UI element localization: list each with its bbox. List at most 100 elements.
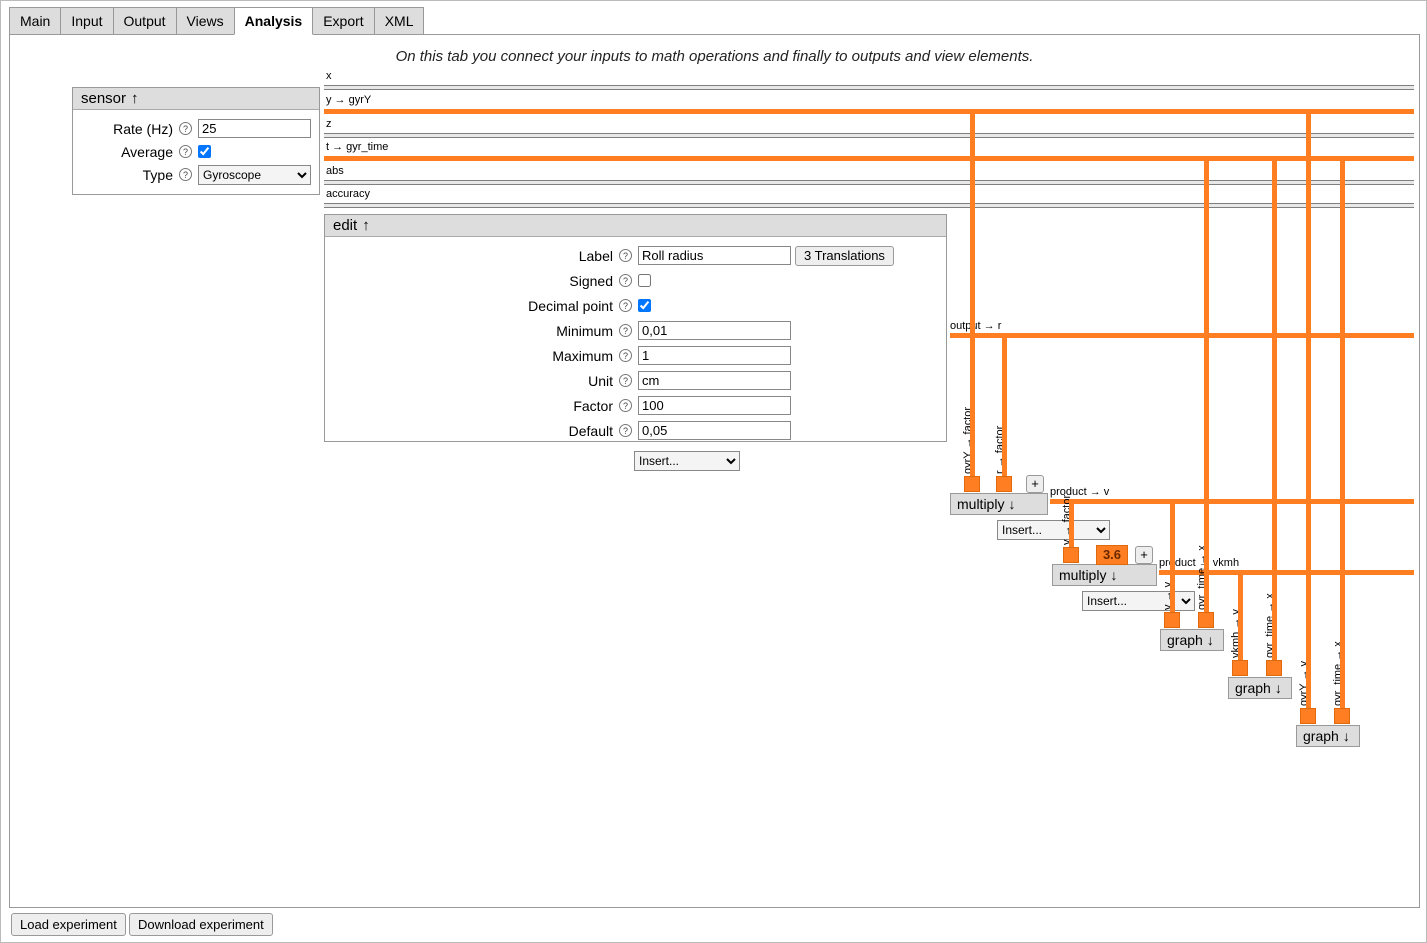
- bus-label-t-gyr-time: t → gyr_time: [326, 141, 389, 153]
- unit-label: Unit: [588, 372, 613, 389]
- module-title-bar[interactable]: multiply ↓: [1052, 564, 1157, 586]
- edit-module: edit ↑ Label ? 3 Translations Signed ?: [324, 214, 947, 442]
- insert-module-select-3[interactable]: Insert...: [1082, 591, 1195, 611]
- expand-icon: ↓: [1342, 728, 1350, 744]
- connection-line: [1306, 109, 1311, 708]
- bus-line-t-gyr-time[interactable]: [324, 156, 1414, 161]
- bus-line-z[interactable]: [324, 133, 1414, 138]
- tab-main[interactable]: Main: [9, 7, 62, 35]
- sensor-module-body: Rate (Hz) ? Average ? Type ? Gyroscope: [73, 110, 319, 194]
- unit-input[interactable]: [638, 371, 791, 390]
- factor-label: Factor: [573, 397, 613, 414]
- edit-module-body: Label ? 3 Translations Signed ? Decimal …: [325, 237, 946, 443]
- input-port[interactable]: [1334, 708, 1350, 724]
- tab-export[interactable]: Export: [312, 7, 375, 35]
- label-input[interactable]: [638, 246, 791, 265]
- help-icon[interactable]: ?: [619, 424, 632, 437]
- tab-xml[interactable]: XML: [373, 7, 425, 35]
- help-icon[interactable]: ?: [619, 374, 632, 387]
- tab-analysis[interactable]: Analysis: [233, 7, 314, 35]
- default-input[interactable]: [638, 421, 791, 440]
- input-port[interactable]: [964, 476, 980, 492]
- help-icon[interactable]: ?: [619, 274, 632, 287]
- module-title-bar[interactable]: graph ↓: [1296, 725, 1360, 747]
- add-input-button[interactable]: +: [1135, 546, 1153, 564]
- load-experiment-button[interactable]: Load experiment: [11, 913, 126, 936]
- minimum-row: Minimum ?: [325, 318, 946, 343]
- expand-icon: ↓: [1274, 680, 1282, 696]
- label-row: Label ? 3 Translations: [325, 243, 946, 268]
- collapse-icon[interactable]: ↑: [131, 90, 139, 107]
- tab-output[interactable]: Output: [112, 7, 177, 35]
- bus-label-abs: abs: [326, 165, 344, 177]
- help-icon[interactable]: ?: [619, 299, 632, 312]
- input-port[interactable]: [1063, 547, 1079, 563]
- view-module-graph-1: graph ↓: [1160, 612, 1224, 651]
- maximum-row: Maximum ?: [325, 343, 946, 368]
- expand-icon: ↓: [1110, 567, 1118, 583]
- sensor-module-header[interactable]: sensor ↑: [73, 88, 319, 110]
- translations-button[interactable]: 3 Translations: [795, 245, 894, 266]
- bus-line-accuracy[interactable]: [324, 203, 1414, 208]
- bus-label-accuracy: accuracy: [326, 188, 371, 200]
- rate-input[interactable]: [198, 119, 311, 138]
- decimal-point-checkbox[interactable]: [638, 299, 651, 312]
- input-port[interactable]: [1164, 612, 1180, 628]
- tab-views[interactable]: Views: [175, 7, 235, 35]
- factor-input[interactable]: [638, 396, 791, 415]
- input-port[interactable]: [996, 476, 1012, 492]
- help-icon[interactable]: ?: [179, 168, 192, 181]
- maximum-label: Maximum: [552, 347, 613, 364]
- multiply1-output-label: product → v: [1050, 486, 1110, 498]
- average-checkbox[interactable]: [198, 145, 211, 158]
- unit-row: Unit ?: [325, 368, 946, 393]
- average-label: Average: [121, 143, 173, 160]
- minimum-input[interactable]: [638, 321, 791, 340]
- module-title-bar[interactable]: graph ↓: [1228, 677, 1292, 699]
- bus-line-x[interactable]: [324, 85, 1414, 90]
- module-title-bar[interactable]: multiply ↓: [950, 493, 1048, 515]
- tab-input[interactable]: Input: [60, 7, 114, 35]
- type-row: Type ? Gyroscope: [73, 163, 311, 186]
- bus-line-abs[interactable]: [324, 180, 1414, 185]
- help-icon[interactable]: ?: [619, 324, 632, 337]
- edit-module-header[interactable]: edit ↑: [325, 215, 946, 237]
- signed-label: Signed: [569, 272, 613, 289]
- rate-label: Rate (Hz): [113, 120, 173, 137]
- signed-checkbox[interactable]: [638, 274, 651, 287]
- maximum-input[interactable]: [638, 346, 791, 365]
- constant-value[interactable]: 3.6: [1096, 545, 1128, 565]
- tab-description: On this tab you connect your inputs to m…: [395, 48, 1034, 65]
- help-icon[interactable]: ?: [619, 349, 632, 362]
- analysis-module-multiply-2: 3.6 + multiply ↓: [1052, 545, 1157, 586]
- connection-line: [1238, 570, 1243, 660]
- tab-bar: Main Input Output Views Analysis Export …: [9, 7, 425, 35]
- insert-module-select-2[interactable]: Insert...: [997, 520, 1110, 540]
- connection-line: [970, 109, 975, 476]
- add-input-button[interactable]: +: [1026, 475, 1044, 493]
- module-ports: [1228, 660, 1292, 677]
- module-title: multiply: [957, 496, 1005, 512]
- input-port[interactable]: [1266, 660, 1282, 676]
- bus-line-y-gyrY[interactable]: [324, 109, 1414, 114]
- bus-label-z: z: [326, 118, 332, 130]
- input-port[interactable]: [1198, 612, 1214, 628]
- edit-output-line[interactable]: [950, 333, 1414, 338]
- download-experiment-button[interactable]: Download experiment: [129, 913, 273, 936]
- input-port[interactable]: [1300, 708, 1316, 724]
- decimal-point-label: Decimal point: [528, 297, 613, 314]
- multiply2-output-line[interactable]: [1159, 570, 1414, 575]
- help-icon[interactable]: ?: [179, 122, 192, 135]
- help-icon[interactable]: ?: [179, 145, 192, 158]
- help-icon[interactable]: ?: [619, 399, 632, 412]
- bus-label-x: x: [326, 70, 332, 82]
- help-icon[interactable]: ?: [619, 249, 632, 262]
- sensor-type-select[interactable]: Gyroscope: [198, 164, 311, 185]
- rate-row: Rate (Hz) ?: [73, 117, 311, 140]
- input-port[interactable]: [1232, 660, 1248, 676]
- module-title-bar[interactable]: graph ↓: [1160, 629, 1224, 651]
- collapse-icon[interactable]: ↑: [362, 217, 370, 234]
- analysis-module-multiply-1: + multiply ↓: [950, 475, 1048, 515]
- insert-module-select-1[interactable]: Insert...: [634, 451, 740, 471]
- multiply1-output-line[interactable]: [1050, 499, 1414, 504]
